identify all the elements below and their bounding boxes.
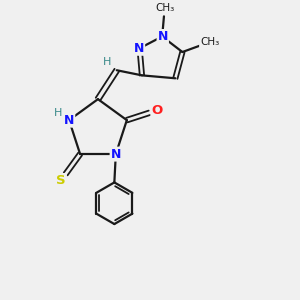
Text: H: H bbox=[102, 57, 111, 67]
Text: O: O bbox=[152, 104, 163, 117]
Text: H: H bbox=[54, 108, 62, 118]
Text: N: N bbox=[134, 42, 144, 55]
Text: CH₃: CH₃ bbox=[200, 37, 219, 47]
Text: N: N bbox=[158, 30, 168, 43]
Text: N: N bbox=[111, 148, 121, 160]
Text: N: N bbox=[64, 114, 74, 127]
Text: S: S bbox=[56, 174, 66, 187]
Text: CH₃: CH₃ bbox=[155, 3, 174, 13]
